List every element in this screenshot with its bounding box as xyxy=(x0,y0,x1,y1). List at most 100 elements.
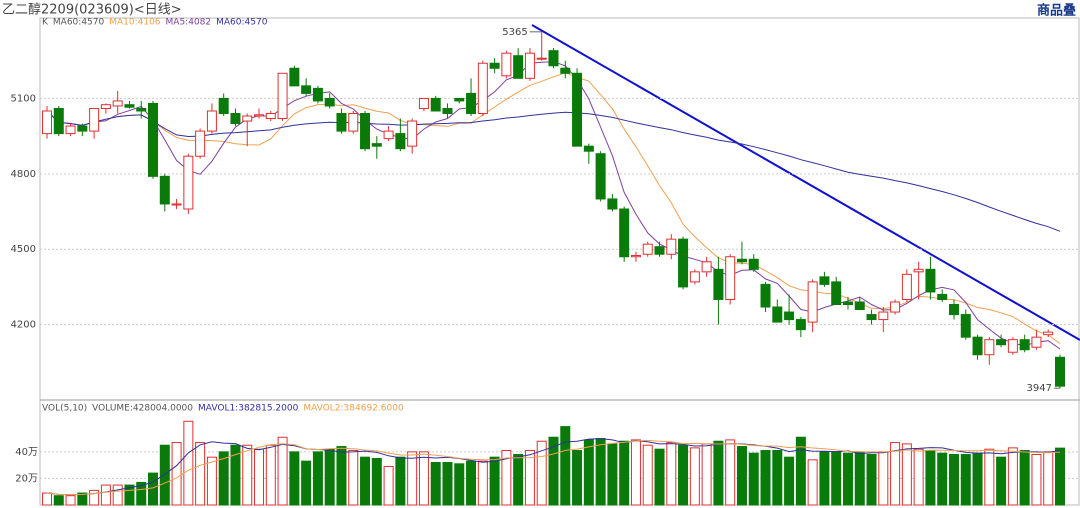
volume-bar xyxy=(630,439,641,506)
volume-bar xyxy=(489,456,500,506)
legend-entry: VOL(5,10) xyxy=(42,404,87,414)
candle-body xyxy=(42,110,52,135)
candle-body xyxy=(265,113,276,120)
candle-body xyxy=(901,273,912,300)
candle-body xyxy=(430,97,441,112)
candle-body xyxy=(312,87,323,102)
mavol-line xyxy=(46,439,1061,496)
volume-bar xyxy=(124,484,135,506)
volume-bar xyxy=(265,444,276,506)
candle-body xyxy=(713,268,724,300)
candle-body xyxy=(548,50,559,67)
candle-body xyxy=(159,175,170,205)
volume-bar xyxy=(736,446,747,506)
volume-bar xyxy=(206,456,217,506)
volume-bar xyxy=(371,458,382,506)
volume-bar xyxy=(407,451,418,506)
candle-body xyxy=(124,104,135,108)
volume-bar xyxy=(301,460,312,506)
candle-body xyxy=(100,104,111,109)
volume-bar xyxy=(183,420,194,506)
legend-entry: VOLUME:428004.0000 xyxy=(92,404,193,414)
candle-body xyxy=(619,208,630,258)
candle-body xyxy=(407,120,418,147)
volume-bar xyxy=(595,438,606,506)
candle-body xyxy=(336,113,347,132)
volume-bar xyxy=(960,454,971,506)
volume-bar xyxy=(560,426,571,506)
volume-bar xyxy=(513,454,524,506)
candle-body xyxy=(642,243,653,255)
y-tick-label: 4800 xyxy=(11,169,36,180)
volume-bar xyxy=(254,448,265,506)
volume-bar xyxy=(230,444,241,506)
candle-body xyxy=(195,130,206,157)
volume-bar xyxy=(972,452,983,506)
volume-bar xyxy=(312,451,323,506)
candle-body xyxy=(324,97,335,107)
candle-body xyxy=(395,133,406,150)
candle-body xyxy=(501,52,512,77)
candle-body xyxy=(1043,331,1054,336)
volume-bar xyxy=(878,451,889,506)
volume-bar xyxy=(501,450,512,506)
candle-body xyxy=(1007,339,1018,353)
candle-body xyxy=(77,125,88,132)
volume-bar xyxy=(642,444,653,506)
volume-bar xyxy=(536,440,547,506)
candle-body xyxy=(360,113,371,150)
candle-body xyxy=(831,281,842,306)
volume-bar xyxy=(218,451,229,506)
candle-body xyxy=(795,319,806,331)
legend-entry: MA60:4570 xyxy=(53,18,105,28)
volume-bar xyxy=(866,454,877,506)
candle-body xyxy=(348,113,359,132)
candle-body xyxy=(289,67,300,87)
volume-bar xyxy=(100,484,111,506)
volume-bar xyxy=(136,481,147,506)
candle-body xyxy=(842,301,853,306)
candle-body xyxy=(206,110,217,132)
candle-body xyxy=(890,301,901,313)
volume-bar xyxy=(1055,447,1065,506)
volume-bar xyxy=(701,443,712,506)
volume-bar xyxy=(666,442,677,506)
candle-body xyxy=(760,283,771,308)
candle-body xyxy=(536,57,547,60)
candle-body xyxy=(784,311,795,321)
volume-bar xyxy=(454,463,465,506)
volume-bar xyxy=(89,489,100,506)
volume-bar xyxy=(430,461,441,506)
candle-body xyxy=(937,293,948,300)
volume-bar xyxy=(1043,451,1054,506)
volume-bar xyxy=(619,440,630,506)
volume-bar xyxy=(1031,454,1042,506)
ma-line xyxy=(46,110,1061,232)
volume-bar xyxy=(171,442,182,506)
candle-body xyxy=(148,102,159,177)
candle-body xyxy=(996,339,1007,346)
volume-bar xyxy=(324,448,335,506)
volume-bar xyxy=(713,440,724,506)
volume-bar xyxy=(748,452,759,506)
candle-body xyxy=(666,238,677,255)
y-tick-label: 20万 xyxy=(15,473,38,484)
volume-bar xyxy=(383,465,394,506)
overlay-button[interactable]: 商品叠 xyxy=(1037,3,1076,19)
candle-body xyxy=(583,145,594,152)
volume-bar xyxy=(442,461,453,506)
candle-body xyxy=(819,276,830,285)
candle-body xyxy=(371,143,382,147)
volume-bar xyxy=(466,460,477,506)
candle-body xyxy=(1019,339,1030,351)
candle-body xyxy=(183,155,194,210)
candle-body xyxy=(960,314,971,338)
candle-body xyxy=(678,238,689,288)
volume-bar xyxy=(607,443,618,506)
volume-bar xyxy=(948,454,959,506)
volume-bar xyxy=(784,456,795,506)
volume-bar xyxy=(418,451,429,506)
legend-entry: MA60:4570 xyxy=(216,18,268,28)
candle-body xyxy=(301,85,312,94)
